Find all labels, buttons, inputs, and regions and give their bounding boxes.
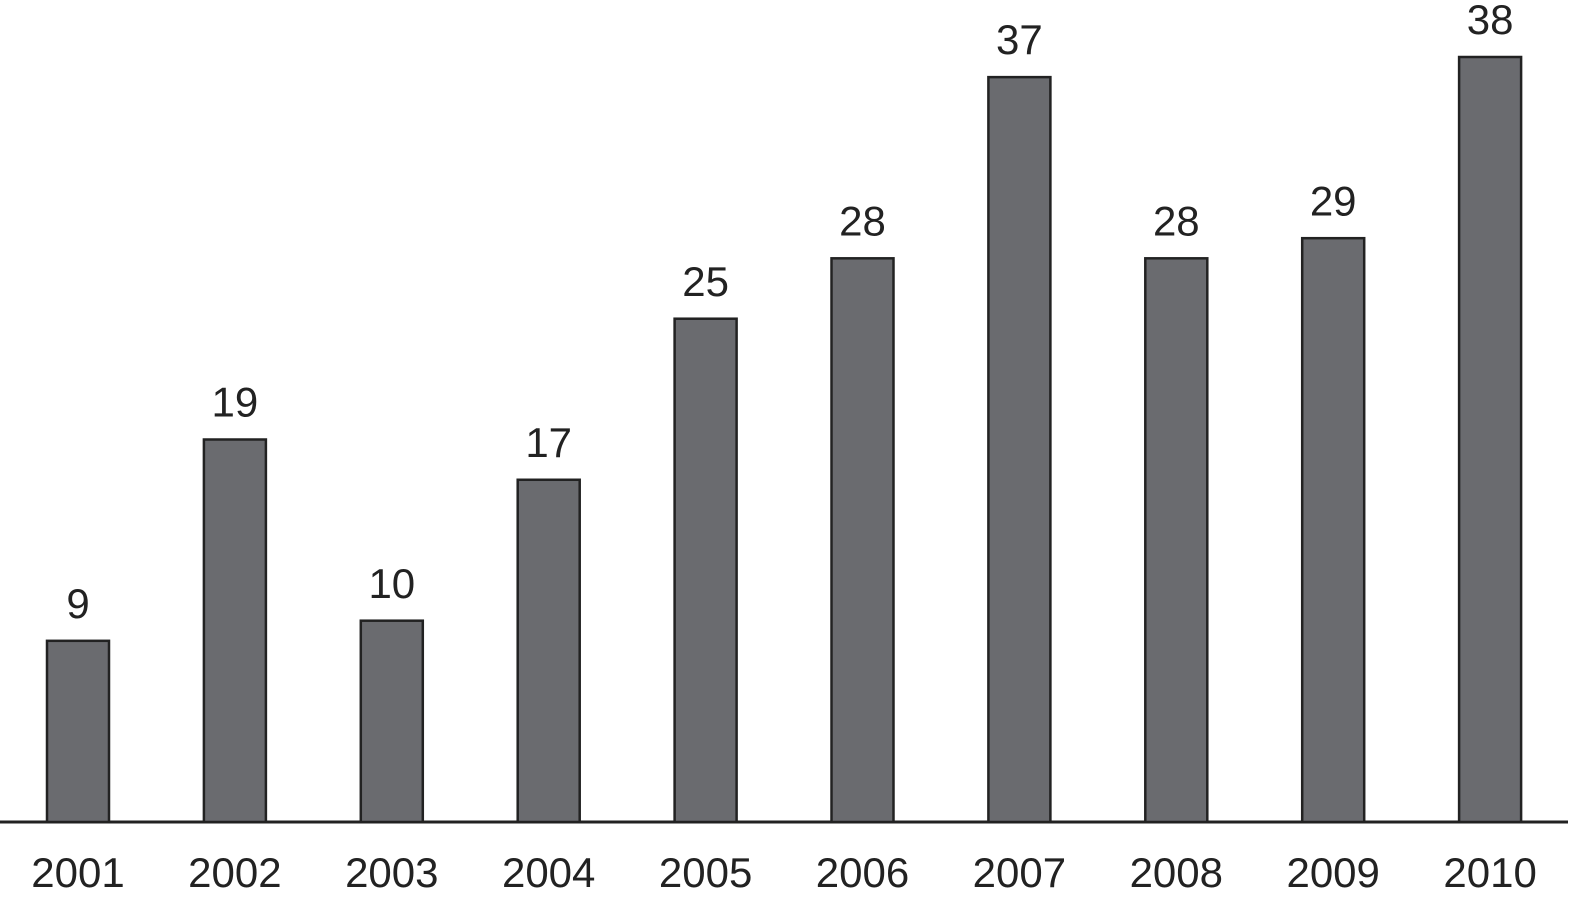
bar bbox=[45, 639, 111, 824]
x-tick-label: 2010 bbox=[1443, 849, 1536, 896]
bar bbox=[830, 257, 895, 824]
value-label: 28 bbox=[839, 197, 886, 244]
value-label: 10 bbox=[368, 560, 415, 607]
x-tick-label: 2002 bbox=[188, 849, 281, 896]
value-label: 9 bbox=[66, 580, 89, 627]
value-label: 37 bbox=[996, 16, 1043, 63]
x-tick-label: 2003 bbox=[345, 849, 438, 896]
value-label: 25 bbox=[682, 258, 729, 305]
x-tick-label: 2005 bbox=[659, 849, 752, 896]
x-tick-label: 2001 bbox=[31, 849, 124, 896]
x-tick-label: 2009 bbox=[1286, 849, 1379, 896]
bar bbox=[1144, 257, 1209, 824]
value-label: 28 bbox=[1153, 197, 1200, 244]
bar bbox=[987, 75, 1052, 824]
bar bbox=[516, 478, 581, 824]
value-label: 29 bbox=[1310, 177, 1357, 224]
x-tick-label: 2007 bbox=[973, 849, 1066, 896]
bar bbox=[673, 317, 738, 824]
bar bbox=[359, 619, 425, 824]
bar bbox=[1300, 236, 1366, 824]
x-tick-label: 2008 bbox=[1130, 849, 1223, 896]
value-label: 38 bbox=[1467, 0, 1514, 43]
x-tick-label: 2006 bbox=[816, 849, 909, 896]
x-tick-label: 2004 bbox=[502, 849, 595, 896]
value-label: 17 bbox=[525, 419, 572, 466]
bar bbox=[202, 438, 268, 824]
value-label: 19 bbox=[212, 379, 259, 426]
bar bbox=[1457, 55, 1523, 824]
